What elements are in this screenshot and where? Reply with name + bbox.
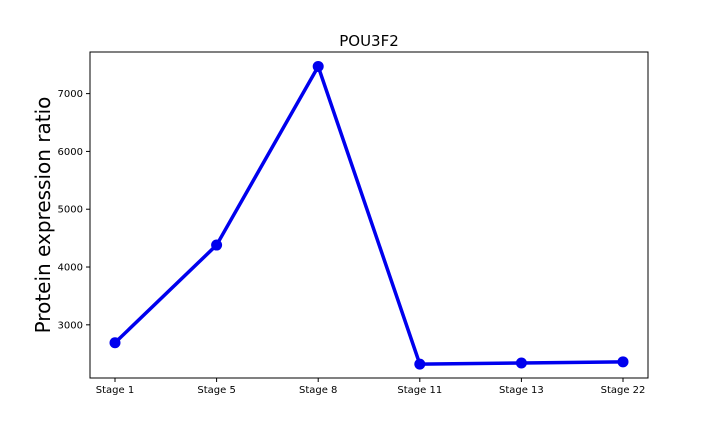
data-point [312, 60, 324, 72]
plot-area-frame [89, 51, 649, 379]
y-tick-label: 5000 [58, 205, 83, 216]
y-tick-label: 4000 [58, 263, 83, 274]
x-tick-label: Stage 5 [197, 385, 235, 396]
y-tick-label: 3000 [58, 320, 83, 331]
x-tick-label: Stage 13 [499, 385, 544, 396]
x-tick-label: Stage 1 [96, 385, 134, 396]
x-axis: Stage 1 Stage 5 Stage 8 Stage 11 Stage 13 Sta… [96, 378, 646, 396]
y-axis-label: Protein expression ratio [31, 97, 55, 334]
data-point [109, 337, 121, 349]
series-layer [109, 60, 629, 370]
x-tick-label: Stage 22 [601, 385, 646, 396]
y-axis: 3000 4000 5000 6000 7000 [58, 89, 90, 331]
x-tick-label: Stage 11 [397, 385, 442, 396]
data-point [211, 239, 223, 251]
x-tick-label: Stage 8 [299, 385, 337, 396]
data-point [515, 357, 527, 369]
chart-title: POU3F2 [339, 32, 399, 50]
data-point [617, 356, 629, 368]
data-point [414, 358, 426, 370]
series-line [113, 64, 624, 366]
y-tick-label: 7000 [58, 89, 83, 100]
y-tick-label: 6000 [58, 147, 83, 158]
